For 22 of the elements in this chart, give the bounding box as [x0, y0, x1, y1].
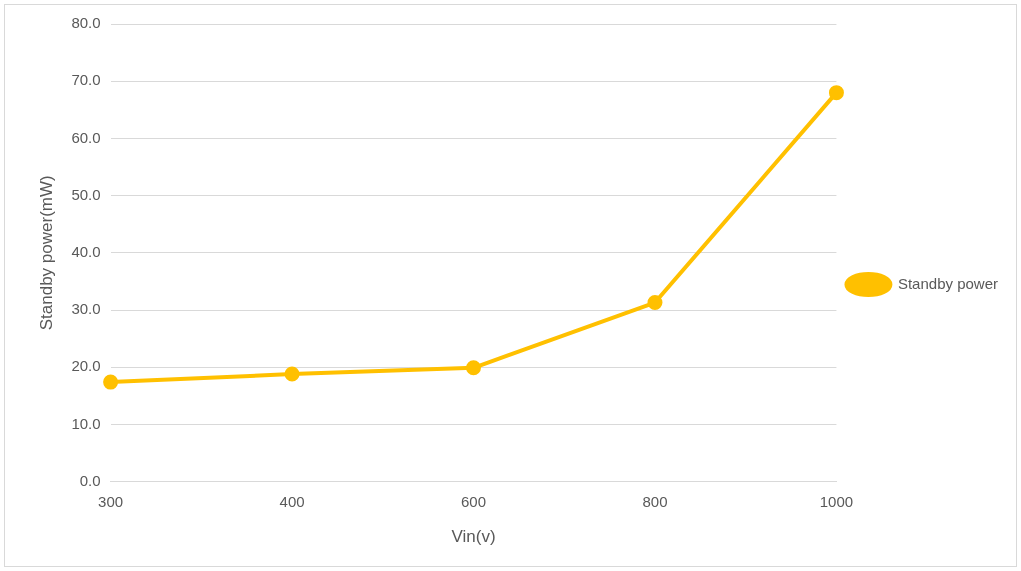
- x-tick-label: 1000: [819, 492, 854, 510]
- y-axis-title: Standby power(mW): [36, 175, 56, 331]
- point: [103, 374, 119, 390]
- x-tick-label: 300: [98, 492, 124, 510]
- point: [828, 85, 844, 101]
- x-tick-label: 600: [461, 492, 487, 510]
- y-tick-label: 0.0: [79, 471, 101, 489]
- point: [466, 360, 482, 376]
- x-tick-label: 400: [279, 492, 305, 510]
- y-tick-label: 10.0: [71, 414, 101, 432]
- x-tick-label: 800: [642, 492, 668, 510]
- y-tick-label: 40.0: [71, 242, 101, 260]
- y-tick-label: 60.0: [71, 128, 101, 146]
- y-tick-label: 70.0: [71, 71, 101, 89]
- y-tick-label: 20.0: [71, 357, 101, 375]
- y-tick-label: 50.0: [71, 185, 101, 203]
- y-tick-label: 30.0: [71, 300, 101, 318]
- point: [284, 366, 300, 382]
- y-tick-label: 80.0: [71, 14, 101, 32]
- legend-label: Standby power: [897, 274, 999, 292]
- x-axis-title: Vin(v): [451, 527, 496, 547]
- point: [647, 295, 663, 311]
